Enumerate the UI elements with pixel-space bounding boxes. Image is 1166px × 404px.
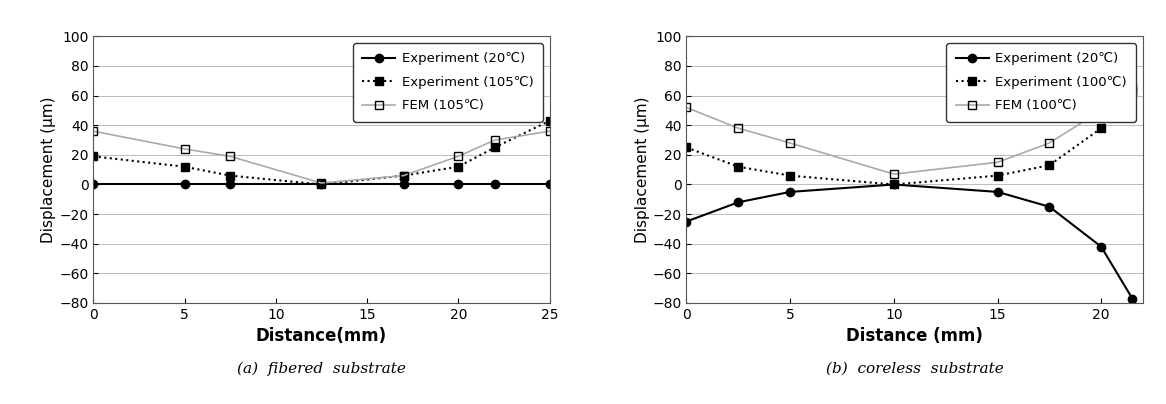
FEM (105℃) [396,173,410,178]
Experiment (100℃) [731,164,745,169]
Y-axis label: Displacement (μm): Displacement (μm) [634,97,649,243]
Experiment (105℃) [315,182,329,187]
FEM (100℃) [680,105,694,110]
Line: Experiment (20℃): Experiment (20℃) [682,180,1137,303]
Line: Experiment (20℃): Experiment (20℃) [89,180,554,189]
FEM (100℃) [990,160,1004,165]
FEM (105℃) [451,154,465,159]
FEM (105℃) [223,154,237,159]
Experiment (105℃) [542,118,556,123]
Experiment (105℃) [451,164,465,169]
Experiment (105℃) [86,154,100,159]
Line: Experiment (105℃): Experiment (105℃) [89,117,554,189]
FEM (105℃) [86,129,100,134]
FEM (100℃) [784,141,798,145]
Line: FEM (100℃): FEM (100℃) [682,84,1137,178]
FEM (100℃) [887,172,901,177]
Experiment (20℃) [223,182,237,187]
Experiment (100℃) [680,145,694,150]
Experiment (20℃) [784,189,798,194]
Legend: Experiment (20℃), Experiment (105℃), FEM (105℃): Experiment (20℃), Experiment (105℃), FEM… [353,43,543,122]
FEM (100℃) [1125,86,1139,90]
Y-axis label: Displacement (μm): Displacement (μm) [41,97,56,243]
Experiment (100℃) [1094,126,1108,130]
Text: (a)  fibered  substrate: (a) fibered substrate [237,362,406,376]
Experiment (20℃) [1094,244,1108,249]
Experiment (100℃) [990,173,1004,178]
Experiment (100℃) [1042,163,1056,168]
FEM (105℃) [315,181,329,185]
FEM (105℃) [542,129,556,134]
FEM (100℃) [1094,108,1108,113]
Experiment (20℃) [396,182,410,187]
Experiment (105℃) [223,173,237,178]
Experiment (20℃) [1042,204,1056,209]
Experiment (105℃) [177,164,191,169]
Experiment (20℃) [1125,296,1139,301]
FEM (100℃) [731,126,745,130]
Experiment (100℃) [784,173,798,178]
Experiment (20℃) [315,182,329,187]
Experiment (20℃) [542,182,556,187]
X-axis label: Distance (mm): Distance (mm) [847,327,983,345]
FEM (100℃) [1042,141,1056,145]
Experiment (20℃) [731,200,745,205]
Experiment (20℃) [990,189,1004,194]
Experiment (100℃) [887,182,901,187]
Text: (b)  coreless  substrate: (b) coreless substrate [826,362,1004,376]
Legend: Experiment (20℃), Experiment (100℃), FEM (100℃): Experiment (20℃), Experiment (100℃), FEM… [947,43,1136,122]
FEM (105℃) [177,147,191,152]
Experiment (20℃) [680,219,694,224]
X-axis label: Distance(mm): Distance(mm) [255,327,387,345]
Experiment (20℃) [487,182,501,187]
FEM (105℃) [487,138,501,143]
Experiment (105℃) [487,145,501,150]
Experiment (100℃) [1125,89,1139,94]
Experiment (20℃) [887,182,901,187]
Experiment (20℃) [86,182,100,187]
Line: FEM (105℃): FEM (105℃) [89,127,554,187]
Experiment (20℃) [177,182,191,187]
Experiment (105℃) [396,173,410,178]
Line: Experiment (100℃): Experiment (100℃) [682,87,1137,189]
Experiment (20℃) [451,182,465,187]
